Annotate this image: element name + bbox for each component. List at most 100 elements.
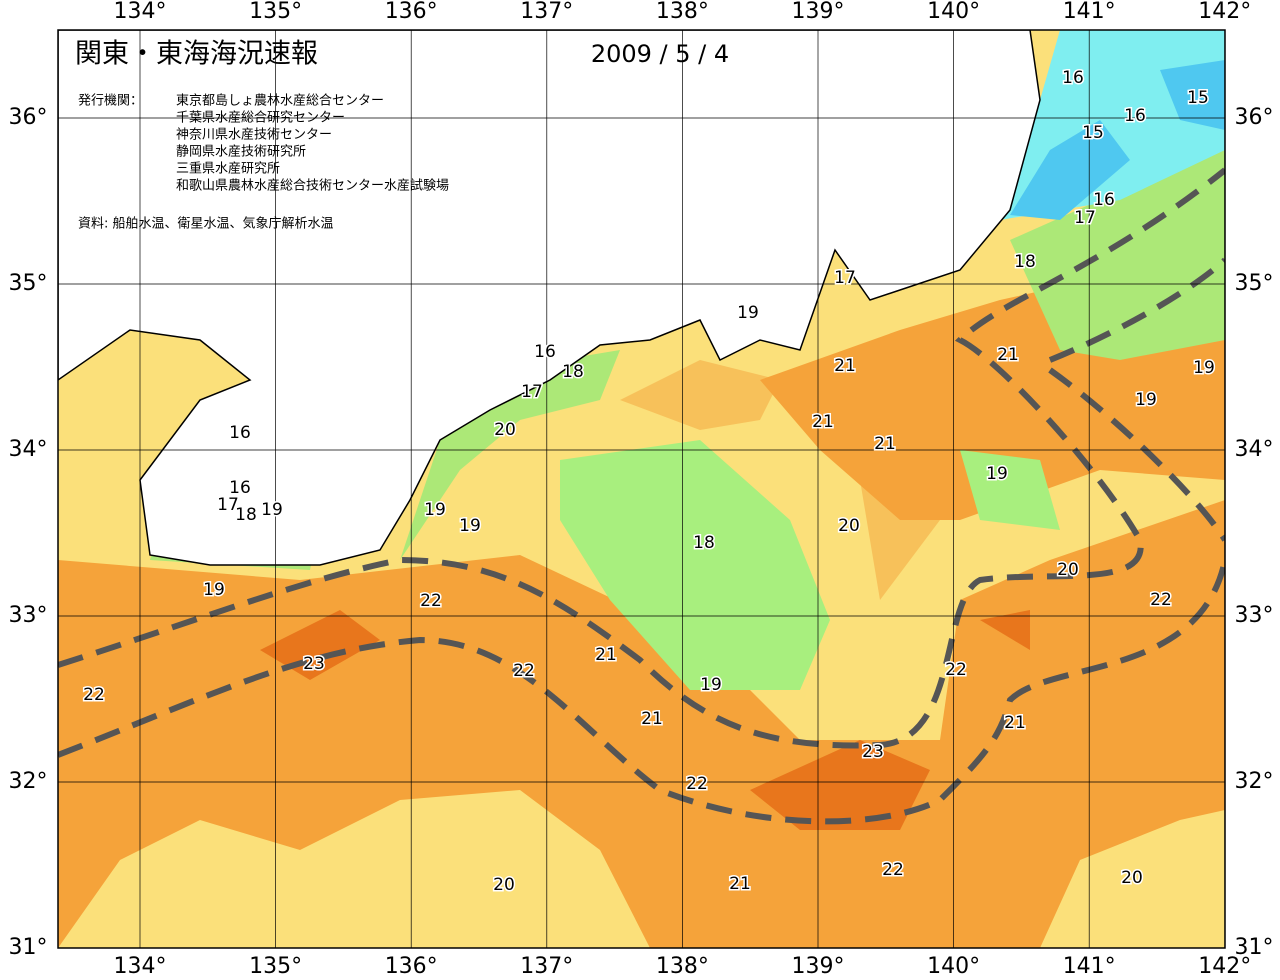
isotherm-label: 20	[1121, 868, 1143, 888]
lon-label: 141°	[1063, 0, 1116, 24]
isotherm-label: 20	[494, 420, 516, 440]
isotherm-label: 22	[945, 660, 967, 680]
isotherm-label: 17	[1074, 208, 1096, 228]
lon-label: 138°	[656, 954, 709, 979]
agency: 東京都島しょ農林水産総合センター	[176, 93, 384, 109]
isotherm-label: 23	[303, 654, 325, 674]
isotherm-label: 17	[834, 268, 856, 288]
agency: 三重県水産研究所	[176, 161, 280, 177]
lat-label: 32°	[1235, 769, 1274, 794]
warm-eddy-edge	[1048, 257, 1225, 542]
isotherm-label: 22	[420, 591, 442, 611]
cool-water	[400, 350, 620, 560]
sea-fill	[58, 30, 1225, 948]
lon-label: 139°	[792, 954, 845, 979]
lat-label: 34°	[1235, 437, 1274, 462]
isotherm-label: 22	[83, 685, 105, 705]
lon-label: 136°	[385, 0, 438, 24]
lat-label: 31°	[9, 935, 48, 960]
lon-label: 141°	[1063, 954, 1116, 979]
isotherm-label: 16	[229, 423, 251, 443]
lat-label: 33°	[1235, 603, 1274, 628]
orange-water	[620, 360, 940, 600]
cool-water	[1010, 150, 1225, 360]
isotherm-label: 21	[997, 345, 1019, 365]
isotherm-label: 16	[1124, 106, 1146, 126]
isotherm-label: 21	[641, 709, 663, 729]
lat-label: 31°	[1235, 935, 1274, 960]
lat-label: 35°	[1235, 271, 1274, 296]
lat-label: 36°	[9, 105, 48, 130]
isotherm-label: 20	[493, 875, 515, 895]
isotherm-label: 18	[1014, 252, 1036, 272]
agency: 静岡県水産技術研究所	[176, 144, 306, 160]
lat-label: 35°	[9, 271, 48, 296]
land	[58, 30, 1041, 566]
lon-label: 134°	[114, 954, 167, 979]
isotherm-label: 19	[737, 303, 759, 323]
isotherm-label: 21	[729, 874, 751, 894]
lon-label: 140°	[927, 0, 980, 24]
isotherm-label: 21	[1004, 713, 1026, 733]
isotherm-label: 17	[521, 382, 543, 402]
isotherm-label: 19	[1135, 390, 1157, 410]
agency: 千葉県水産総合研究センター	[176, 110, 345, 126]
cold-water	[1010, 60, 1225, 220]
kuroshio-edge	[58, 559, 1225, 825]
isotherm-label: 19	[459, 516, 481, 536]
lon-label: 135°	[249, 954, 302, 979]
lon-label: 137°	[520, 0, 573, 24]
agency: 和歌山県農林水産総合技術センター水産試験場	[176, 178, 449, 194]
isotherm-label: 15	[1082, 123, 1104, 143]
lon-label: 138°	[656, 0, 709, 24]
isotherm-label: 22	[882, 860, 904, 880]
isotherm-label: 16	[534, 342, 556, 362]
isotherm-label: 20	[838, 516, 860, 536]
agency-label: 発行機関：	[78, 94, 143, 109]
isotherm-label: 21	[595, 645, 617, 665]
lon-label: 136°	[385, 954, 438, 979]
isotherm-label: 15	[1187, 88, 1209, 108]
lat-label: 33°	[9, 603, 48, 628]
isotherm-label: 19	[424, 500, 446, 520]
isotherm-label: 19	[203, 580, 225, 600]
isotherm-label: 22	[686, 774, 708, 794]
kuroshio-axis	[58, 167, 1225, 749]
lon-label: 140°	[927, 954, 980, 979]
yellow-water	[58, 790, 1225, 948]
isotherm-label: 17	[217, 495, 239, 515]
lat-label: 34°	[9, 437, 48, 462]
lon-label: 135°	[249, 0, 302, 24]
cool-water	[960, 450, 1060, 530]
date: 2009 / 5 / 4	[591, 40, 729, 68]
lat-label: 36°	[1235, 105, 1274, 130]
isotherm-label: 18	[693, 533, 715, 553]
isotherm-label: 16	[1093, 190, 1115, 210]
isotherm-label: 23	[862, 742, 884, 762]
isotherm-label: 19	[1193, 358, 1215, 378]
agency: 神奈川県水産技術センター	[176, 127, 332, 143]
title: 関東・東海海況速報	[75, 39, 318, 70]
isotherm-label: 19	[261, 500, 283, 520]
isotherm-label: 20	[1057, 560, 1079, 580]
cool-water	[560, 440, 830, 690]
isotherm-label: 18	[235, 505, 257, 525]
isotherm-label: 19	[986, 464, 1008, 484]
lon-label: 134°	[114, 0, 167, 24]
isotherm-label: 21	[834, 356, 856, 376]
isotherm-label: 22	[1150, 590, 1172, 610]
lon-label: 142°	[1198, 0, 1251, 24]
isotherm-label: 21	[812, 412, 834, 432]
lon-label: 142°	[1198, 954, 1251, 979]
isotherm-label: 21	[874, 434, 896, 454]
isotherm-label: 19	[700, 675, 722, 695]
lon-label: 137°	[520, 954, 573, 979]
lat-label: 32°	[9, 769, 48, 794]
hot-water	[260, 610, 1030, 830]
isotherm-label: 18	[562, 362, 584, 382]
isotherm-label: 16	[1062, 68, 1084, 88]
source: 資料: 船舶水温、衛星水温、気象庁解析水温	[78, 216, 334, 232]
isotherm-label: 16	[229, 478, 251, 498]
isotherm-label: 22	[513, 661, 535, 681]
